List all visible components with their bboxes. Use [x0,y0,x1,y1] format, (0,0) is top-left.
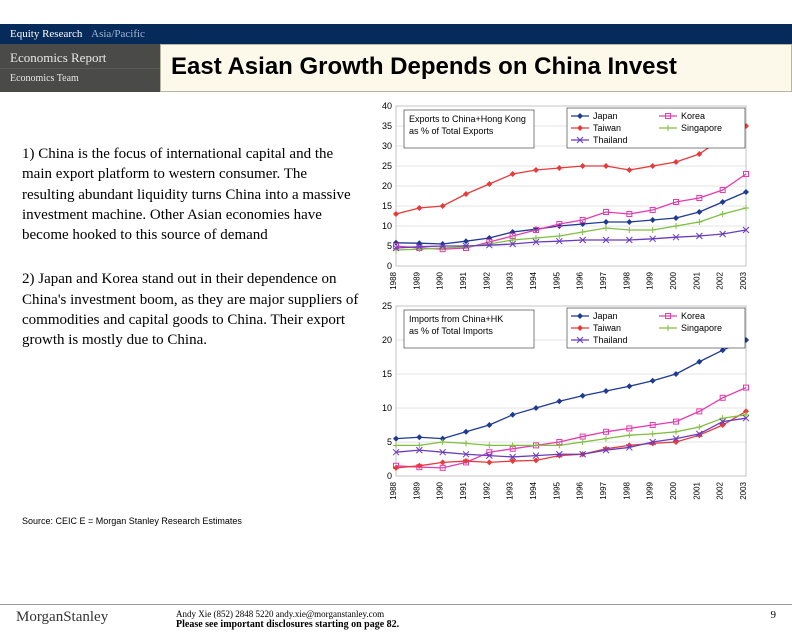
svg-text:1990: 1990 [436,271,445,289]
svg-text:0: 0 [387,261,392,271]
svg-text:1991: 1991 [459,481,468,499]
svg-text:0: 0 [387,471,392,481]
svg-text:10: 10 [382,403,392,413]
report-sidebar: Economics Report Economics Team [0,44,160,92]
svg-text:Korea: Korea [681,311,705,321]
svg-text:Imports from China+HK: Imports from China+HK [409,314,503,324]
footer-contact: Andy Xie (852) 2848 5220 andy.xie@morgan… [176,609,746,619]
imports-chart: 0 5 10 15 20 25 Imports from China+HK as % of T… [362,300,752,510]
svg-text:1989: 1989 [412,481,421,499]
svg-text:30: 30 [382,141,392,151]
header-division: Equity Research [10,28,82,40]
exports-chart: 0 5 10 15 20 25 30 35 40 Exports to China+Hong Ko… [362,100,752,300]
svg-text:1988: 1988 [389,271,398,289]
page-number: 9 [746,609,776,621]
svg-text:25: 25 [382,161,392,171]
svg-text:10: 10 [382,221,392,231]
svg-text:1994: 1994 [529,481,538,499]
svg-text:2003: 2003 [739,271,748,289]
paragraph-1: 1) China is the focus of international c… [22,144,362,245]
content-row: 1) China is the focus of international c… [0,92,792,510]
svg-text:1995: 1995 [552,481,561,499]
svg-text:Japan: Japan [593,111,618,121]
svg-text:1996: 1996 [576,271,585,289]
footer-disclosure: Please see important disclosures startin… [176,619,746,630]
svg-text:1997: 1997 [599,271,608,289]
svg-text:5: 5 [387,241,392,251]
team-label: Economics Team [0,68,160,92]
footer-center: Andy Xie (852) 2848 5220 andy.xie@morgan… [176,609,746,630]
header-region: Asia/Pacific [91,28,145,40]
svg-text:Taiwan: Taiwan [593,123,621,133]
svg-text:1994: 1994 [529,271,538,289]
svg-text:as % of Total Imports: as % of Total Imports [409,326,493,336]
svg-text:40: 40 [382,101,392,111]
svg-text:Thailand: Thailand [593,135,628,145]
svg-text:Korea: Korea [681,111,705,121]
subheader: Economics Report Economics Team East Asi… [0,44,792,92]
svg-text:20: 20 [382,181,392,191]
svg-text:35: 35 [382,121,392,131]
svg-text:1988: 1988 [389,481,398,499]
footer: MorganStanley Andy Xie (852) 2848 5220 a… [0,604,792,630]
svg-text:2003: 2003 [739,481,748,499]
svg-text:1998: 1998 [622,271,631,289]
svg-text:2002: 2002 [716,481,725,499]
chart-source: Source: CEIC E = Morgan Stanley Research… [0,510,792,526]
svg-text:1998: 1998 [622,481,631,499]
svg-text:25: 25 [382,301,392,311]
text-column: 1) China is the focus of international c… [22,100,362,510]
svg-text:1991: 1991 [459,271,468,289]
svg-text:2001: 2001 [692,271,701,289]
svg-text:20: 20 [382,335,392,345]
svg-text:Singapore: Singapore [681,123,722,133]
chart-column: 0 5 10 15 20 25 30 35 40 Exports to China+Hong Ko… [362,100,784,510]
svg-text:2000: 2000 [669,481,678,499]
svg-text:Taiwan: Taiwan [593,323,621,333]
svg-text:1995: 1995 [552,271,561,289]
svg-text:Exports to China+Hong Kong: Exports to China+Hong Kong [409,114,526,124]
svg-text:5: 5 [387,437,392,447]
paragraph-2: 2) Japan and Korea stand out in their de… [22,269,362,350]
svg-text:15: 15 [382,369,392,379]
svg-text:1997: 1997 [599,481,608,499]
svg-text:1999: 1999 [646,271,655,289]
svg-text:Japan: Japan [593,311,618,321]
page-title: East Asian Growth Depends on China Inves… [160,44,792,92]
header-bar: Equity Research Asia/Pacific [0,24,792,44]
report-label: Economics Report [0,44,160,68]
svg-text:Singapore: Singapore [681,323,722,333]
svg-text:2001: 2001 [692,481,701,499]
svg-text:2002: 2002 [716,271,725,289]
svg-text:1990: 1990 [436,481,445,499]
svg-text:15: 15 [382,201,392,211]
svg-text:1993: 1993 [506,481,515,499]
svg-text:1996: 1996 [576,481,585,499]
svg-text:1989: 1989 [412,271,421,289]
svg-text:1993: 1993 [506,271,515,289]
svg-text:1992: 1992 [482,271,491,289]
svg-text:1992: 1992 [482,481,491,499]
svg-text:Thailand: Thailand [593,335,628,345]
svg-text:2000: 2000 [669,271,678,289]
svg-text:1999: 1999 [646,481,655,499]
svg-text:as % of Total Exports: as % of Total Exports [409,126,494,136]
